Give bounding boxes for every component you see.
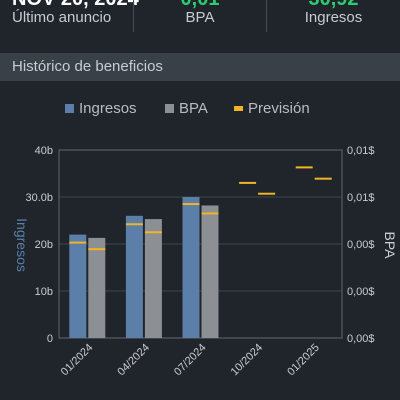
last-report-label: Último anuncio — [12, 9, 112, 26]
forecast-mark-ingresos — [295, 166, 313, 169]
left-tick-label: 30.0b — [25, 192, 53, 204]
bar-bpa — [88, 237, 106, 338]
earnings-chart: Ingresos BPA Previsión 0 10b 20b 30.0b 40b 0… — [14, 100, 398, 379]
eps-block: 0,01 BPA — [134, 0, 266, 44]
forecast-mark-bpa — [314, 177, 332, 180]
chart-legend: Ingresos BPA Previsión — [65, 100, 310, 117]
divider — [133, 0, 134, 32]
forecast-mark-bpa — [258, 192, 276, 195]
eps-label: BPA — [185, 9, 215, 26]
right-axis-title: BPA — [382, 232, 398, 260]
earnings-history-header: Histórico de beneficios — [0, 53, 400, 81]
bar-bpa — [201, 205, 219, 338]
forecast-mark-bpa — [201, 212, 219, 215]
forecast-mark-ingresos — [239, 181, 257, 184]
right-tick-label: 0,01$ — [347, 192, 375, 204]
x-tick-label: 04/2024 — [115, 342, 152, 379]
bar-ingresos — [69, 234, 87, 338]
left-tick-label: 40b — [35, 145, 53, 157]
forecast-mark-ingresos — [69, 241, 87, 244]
revenue-value: 30,92 — [267, 0, 400, 11]
right-axis-ticks: 0,00$ 0,00$ 0,00$ 0,01$ 0,01$ — [347, 145, 375, 345]
left-tick-label: 10b — [35, 286, 53, 298]
forecast-marks — [69, 166, 332, 251]
right-tick-label: 0,00$ — [347, 286, 375, 298]
plot-frame — [58, 149, 343, 339]
x-tick-label: 01/2025 — [285, 342, 322, 379]
forecast-mark-ingresos — [182, 203, 200, 206]
legend-label-ingresos: Ingresos — [79, 100, 137, 117]
bar-bpa — [144, 219, 162, 338]
summary-bar: NOV 20, 2024 Último anuncio 0,01 BPA 30,… — [0, 0, 400, 44]
forecast-mark-ingresos — [125, 223, 143, 226]
left-tick-label: 20b — [35, 239, 53, 251]
left-axis-title: Ingresos — [14, 218, 30, 272]
revenue-label: Ingresos — [304, 9, 363, 26]
legend-label-bpa: BPA — [179, 100, 208, 117]
left-axis-ticks: 0 10b 20b 30.0b 40b — [25, 145, 53, 345]
eps-value: 0,01 — [134, 0, 266, 11]
right-tick-label: 0,00$ — [347, 239, 375, 251]
x-axis-ticks: 01/2024 04/2024 07/2024 10/2024 01/2025 — [59, 342, 322, 379]
divider — [266, 0, 267, 32]
revenue-block: 30,92 Ingresos — [267, 0, 400, 44]
legend-swatch-ingresos — [65, 104, 74, 113]
bar-ingresos — [125, 215, 143, 338]
x-tick-label: 10/2024 — [229, 342, 266, 379]
legend-swatch-prevision — [234, 106, 243, 111]
bar-ingresos — [182, 197, 200, 338]
x-tick-label: 07/2024 — [172, 342, 209, 379]
section-title: Histórico de beneficios — [12, 58, 163, 75]
legend-swatch-bpa — [165, 104, 174, 113]
last-report-date: NOV 20, 2024 — [12, 0, 139, 11]
right-tick-label: 0,01$ — [347, 145, 375, 157]
forecast-mark-bpa — [144, 231, 162, 234]
forecast-mark-bpa — [88, 248, 106, 251]
left-tick-label: 0 — [47, 333, 53, 345]
x-tick-label: 01/2024 — [59, 342, 96, 379]
legend-label-prevision: Previsión — [248, 100, 310, 117]
chart-grid — [59, 196, 342, 292]
chart-bars — [69, 197, 219, 338]
right-tick-label: 0,00$ — [347, 333, 375, 345]
